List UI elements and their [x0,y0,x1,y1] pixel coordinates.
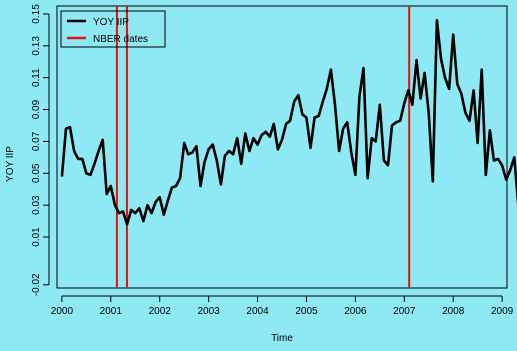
x-axis-label: Time [271,333,293,344]
axes: 2000 2001 2002 2003 2004 2005 2006 2007 2008 2009… [31,4,514,317]
y-tick-label: 0.01 [31,227,42,247]
x-tick-label: 2004 [246,306,269,317]
legend: YOY IIP NBER dates [60,10,166,48]
x-tick-label: 2007 [393,306,416,317]
y-tick-label: 0.09 [31,99,42,119]
y-tick-label: 0.11 [31,68,42,87]
y-axis-label: YOY IIP [5,146,16,182]
x-tick-label: 2005 [295,306,318,317]
y-tick-label: -0.02 [31,273,42,296]
x-tick-label: 2002 [149,306,172,317]
legend-label-yoy-iip: YOY IIP [93,17,129,28]
legend-label-nber-dates: NBER dates [93,34,148,45]
plot-area [56,5,517,289]
y-tick-label: 0.13 [31,36,42,56]
x-tick-label: 2006 [344,306,367,317]
x-tick-label: 2000 [51,306,74,317]
y-tick-label: 0.05 [31,163,42,183]
y-tick-label: 0.15 [31,4,42,24]
legend-box [60,10,166,48]
x-tick-label: 2008 [442,306,465,317]
x-tick-label: 2003 [198,306,221,317]
y-tick-label: 0.07 [31,131,42,151]
x-tick-label: 2001 [100,306,123,317]
x-tick-label: 2009 [491,306,514,317]
plot-frame [56,5,508,289]
series-line-yoy-iip [60,19,517,226]
y-tick-label: 0.03 [31,195,42,215]
